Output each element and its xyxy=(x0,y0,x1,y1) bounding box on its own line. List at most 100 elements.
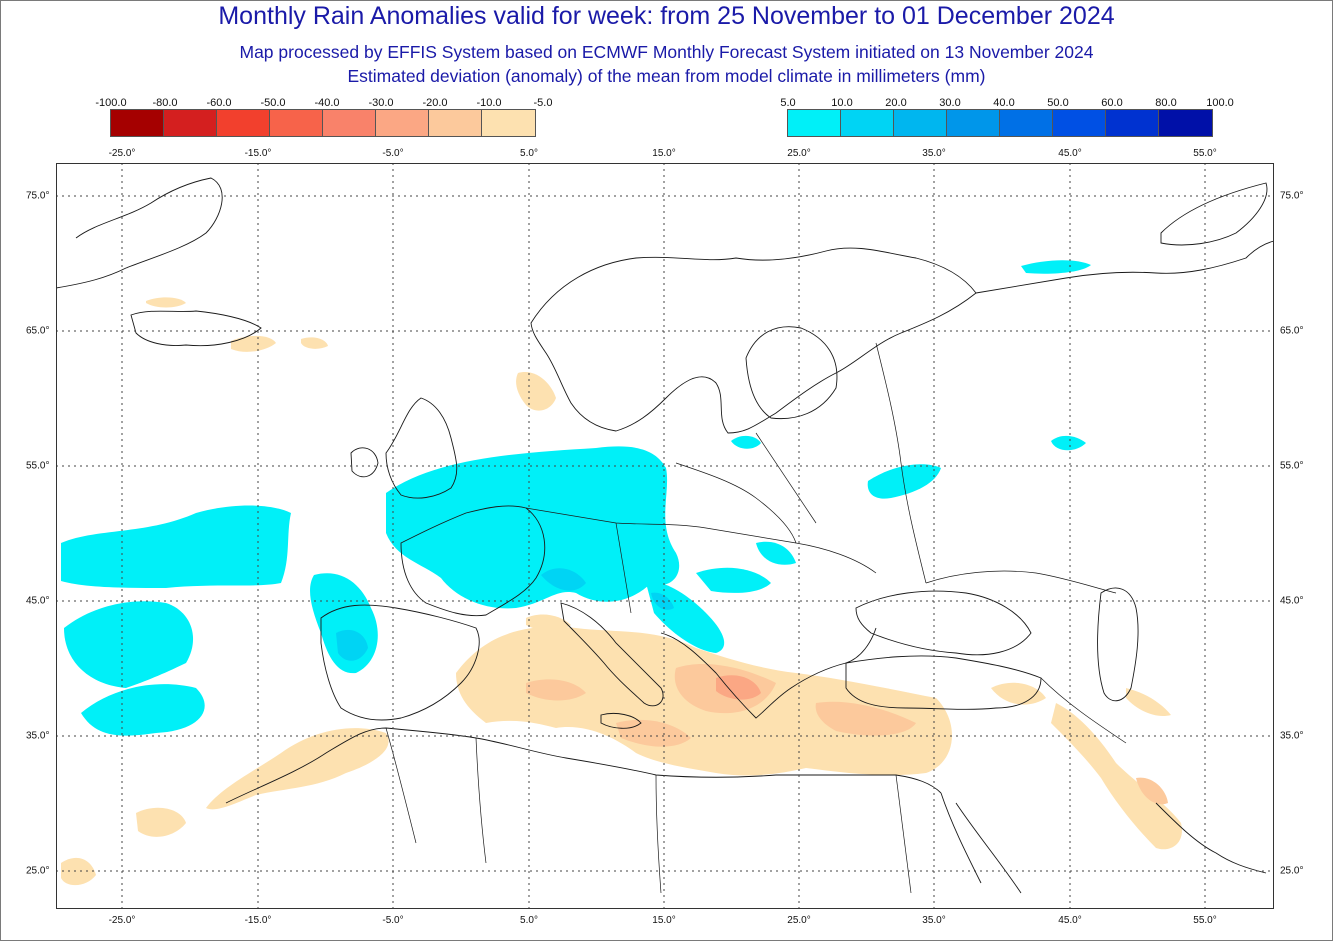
graticule-lines xyxy=(56,163,1274,909)
legend-negative-tick-label: -20.0 xyxy=(422,97,448,109)
legend-positive-tick-label: 20.0 xyxy=(885,97,907,109)
wet-area-atlantic xyxy=(61,505,291,588)
dry-core-aegean xyxy=(815,701,916,736)
dry-area-faroe xyxy=(301,337,328,349)
latitude-label: 65.0° xyxy=(1280,325,1304,337)
latitude-label: 75.0° xyxy=(1280,190,1304,202)
wet-area-danube xyxy=(696,567,771,593)
legend-positive-tick-label: 100.0 xyxy=(1206,97,1234,109)
legend-negative-swatch xyxy=(376,110,429,136)
dry-area-iceland xyxy=(231,335,276,352)
dry-area-north-atlantic xyxy=(146,297,186,308)
latitude-label: 75.0° xyxy=(26,190,50,202)
legend-negative-swatch xyxy=(164,110,217,136)
legend-negative-swatch xyxy=(323,110,376,136)
coast-red-sea xyxy=(940,792,1022,894)
latitude-label: 65.0° xyxy=(26,325,50,337)
legend-positive-swatch xyxy=(1053,110,1106,136)
dry-area-canaries xyxy=(61,857,96,886)
latitude-label: 45.0° xyxy=(26,595,50,607)
legend-negative-tick-label: -80.0 xyxy=(152,97,178,109)
coast-scandinavia xyxy=(530,247,977,434)
coast-persian-gulf xyxy=(1155,802,1267,874)
legend-negative-swatch xyxy=(217,110,270,136)
latitude-label: 35.0° xyxy=(26,730,50,742)
dry-area-morocco xyxy=(206,728,389,810)
wet-area-finland xyxy=(1021,260,1091,274)
legend-positive-colorbar xyxy=(787,109,1213,137)
legend-positive-swatch xyxy=(841,110,894,136)
coast-iceland xyxy=(130,310,262,347)
legend-positive-swatch xyxy=(1000,110,1053,136)
coast-novaya-zemlya xyxy=(1160,182,1268,246)
longitude-label: -5.0° xyxy=(382,915,404,926)
europe-rain-anomaly-map xyxy=(56,163,1274,909)
coast-black-sea xyxy=(855,590,1032,656)
legend-positive-tick-label: 60.0 xyxy=(1101,97,1123,109)
dry-core-balearic xyxy=(526,679,586,701)
longitude-label: 55.0° xyxy=(1193,915,1217,926)
legend-positive-swatch xyxy=(894,110,947,136)
legend-positive-tick-label: 50.0 xyxy=(1047,97,1069,109)
longitude-label: 55.0° xyxy=(1193,148,1217,159)
longitude-label: 25.0° xyxy=(787,148,811,159)
wet-area-azores xyxy=(81,684,205,736)
wet-area-volga xyxy=(1051,435,1086,451)
longitude-label: 25.0° xyxy=(787,915,811,926)
longitude-label: 35.0° xyxy=(922,915,946,926)
legend-positive-swatch xyxy=(1106,110,1159,136)
legend-positive-tick-label: 40.0 xyxy=(993,97,1015,109)
coast-british-isles xyxy=(350,397,458,499)
dry-area-iraq xyxy=(1051,703,1182,850)
legend-negative-colorbar xyxy=(110,109,536,137)
coast-france-benelux xyxy=(400,505,546,617)
dry-core-iraq xyxy=(1136,777,1168,805)
longitude-label: 15.0° xyxy=(652,148,676,159)
coast-iberia xyxy=(320,604,480,721)
dry-area-norway xyxy=(516,372,556,411)
wet-anomaly-core xyxy=(336,568,674,661)
legend-negative-tick-label: -100.0 xyxy=(95,97,127,109)
wet-area-iberia-atlantic xyxy=(64,601,194,688)
legend-negative-swatch xyxy=(482,110,535,136)
coastlines xyxy=(56,177,1274,894)
legend-negative-tick-label: -50.0 xyxy=(260,97,286,109)
wet-area-central-europe xyxy=(386,446,680,609)
legend-positive-tick-label: 80.0 xyxy=(1155,97,1177,109)
coast-italy xyxy=(560,602,664,729)
legend-positive-swatch xyxy=(947,110,1000,136)
longitude-label: 5.0° xyxy=(520,915,538,926)
legend-positive-swatch xyxy=(788,110,841,136)
coast-north-africa xyxy=(225,727,942,804)
legend-positive-swatch xyxy=(1159,110,1212,136)
legend-negative-swatch xyxy=(111,110,164,136)
legend-negative-tick-label: -30.0 xyxy=(368,97,394,109)
wet-core-portugal xyxy=(336,629,368,661)
longitude-label: -15.0° xyxy=(244,915,272,926)
latitude-label: 35.0° xyxy=(1280,730,1304,742)
longitude-label: -5.0° xyxy=(382,148,404,159)
longitude-label: 5.0° xyxy=(520,148,538,159)
longitude-label: 45.0° xyxy=(1058,148,1082,159)
latitude-label: 55.0° xyxy=(26,460,50,472)
longitude-label: 15.0° xyxy=(652,915,676,926)
latitude-label: 25.0° xyxy=(26,865,50,877)
legend-positive-tick-label: 30.0 xyxy=(939,97,961,109)
dry-core-greece xyxy=(716,675,761,700)
wet-area-balkans-east xyxy=(756,541,796,565)
legend-positive-tick-label: 5.0 xyxy=(780,97,796,109)
legend-negative-tick-label: -40.0 xyxy=(314,97,340,109)
dry-area-iran-coast xyxy=(1126,688,1171,717)
latitude-label: 25.0° xyxy=(1280,865,1304,877)
coast-caspian xyxy=(1097,587,1139,702)
coast-greenland xyxy=(56,177,223,289)
legend-negative-tick-label: -60.0 xyxy=(206,97,232,109)
longitude-label: -25.0° xyxy=(108,915,136,926)
longitude-label: -15.0° xyxy=(244,148,272,159)
longitude-label: 35.0° xyxy=(922,148,946,159)
dry-area-anatolia-south xyxy=(991,682,1046,705)
map-title: Monthly Rain Anomalies valid for week: f… xyxy=(218,2,1115,30)
legend-negative-tick-label: -5.0 xyxy=(533,97,553,109)
longitude-label: 45.0° xyxy=(1058,915,1082,926)
legend-positive-tick-label: 10.0 xyxy=(831,97,853,109)
